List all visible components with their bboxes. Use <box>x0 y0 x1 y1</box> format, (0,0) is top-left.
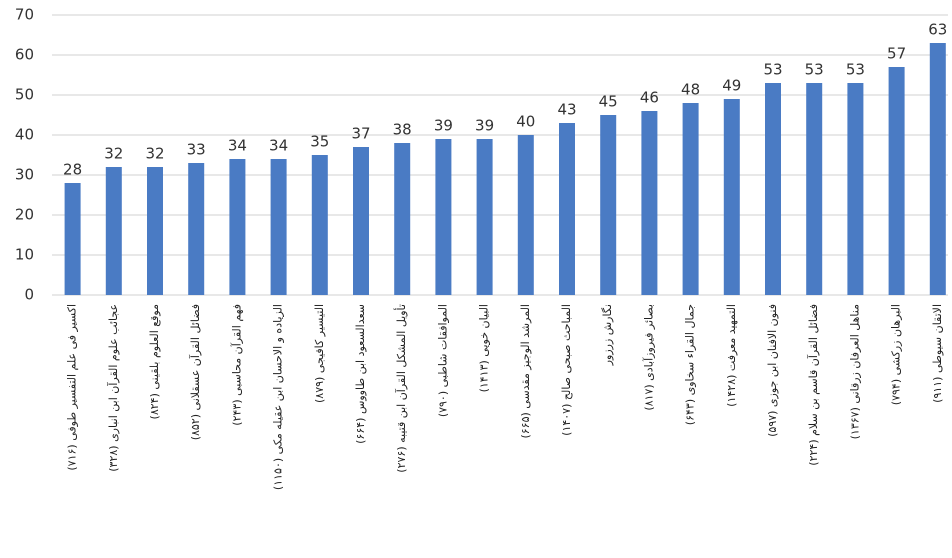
y-tick-label: 60 <box>15 46 34 64</box>
data-label: 48 <box>681 81 700 99</box>
x-tick-label: البرهان زرکشی (۷۹۴) <box>890 304 903 405</box>
x-tick-label: فهم القرآن محاسبی (۲۴۳) <box>229 304 243 426</box>
data-label: 53 <box>805 61 824 79</box>
bar <box>847 83 864 295</box>
data-label: 33 <box>187 141 206 159</box>
x-tick-label: البیان خویی (۱۴۱۳) <box>478 304 491 392</box>
bar <box>806 83 823 295</box>
x-tick-label: جمال القراء سخاوی (۶۴۳) <box>684 304 697 425</box>
bar <box>600 115 617 295</box>
bar <box>353 147 369 295</box>
x-tick-label: المباحث صبحی صالح (۱۴۰۷) <box>560 304 573 436</box>
data-label: 38 <box>393 121 412 139</box>
x-tick-label: فضائل القرآن عسقلانی (۸۵۲) <box>188 304 202 440</box>
bar <box>723 99 740 295</box>
x-tick-label: اکسیر فی علم التفسیر طوفی (۷۱۶) <box>66 304 79 471</box>
x-tick-label: مناهل العرفان زرقانی (۱۳۶۷) <box>848 304 861 439</box>
bar <box>147 167 163 295</box>
data-label: 37 <box>351 125 370 143</box>
bar <box>105 167 122 295</box>
data-label: 49 <box>722 77 741 95</box>
data-label: 35 <box>310 133 329 151</box>
y-tick-label: 30 <box>15 166 34 184</box>
data-label: 32 <box>104 145 123 163</box>
data-label: 28 <box>63 161 82 179</box>
y-tick-label: 20 <box>15 206 34 224</box>
bar <box>929 43 946 295</box>
x-tick-label: موقع العلوم بلقینی (۸۲۴) <box>148 304 161 420</box>
data-label: 43 <box>557 101 576 119</box>
bar <box>64 183 81 295</box>
x-tick-label: فنون الافنان ابن جوزی (۵۹۷) <box>766 304 779 437</box>
data-label: 45 <box>599 93 618 111</box>
data-label: 34 <box>228 137 247 155</box>
y-tick-label: 70 <box>15 6 34 24</box>
x-tick-label: فضائل القرآن قاسم بن سلام (۲۲۴) <box>806 304 820 466</box>
x-tick-label: الزیاده و الاحسان ابن عقیله مکی (۱۱۵۰) <box>272 304 285 490</box>
y-tick-label: 40 <box>15 126 34 144</box>
bar <box>229 159 246 295</box>
x-tick-label: التمهید معرفت (۱۴۲۸) <box>725 304 738 407</box>
bar <box>517 135 534 295</box>
x-tick-label: التیسیر کافیجی (۸۷۹) <box>313 304 326 403</box>
x-tick-label: تأویل المشکل القرآن ابن قتیبه (۲۷۶) <box>393 304 408 473</box>
bar <box>682 103 699 295</box>
data-label: 57 <box>887 45 906 63</box>
bar <box>559 123 575 295</box>
bar <box>888 67 905 295</box>
y-tick-label: 50 <box>15 86 34 104</box>
data-label: 53 <box>763 61 782 79</box>
data-label: 39 <box>434 117 453 135</box>
bar <box>641 111 658 295</box>
x-tick-label: عجائب علوم القرآن ابن انباری (۳۲۸) <box>106 304 120 472</box>
data-label: 53 <box>846 61 865 79</box>
data-label: 46 <box>640 89 659 107</box>
y-tick-label: 0 <box>24 286 34 304</box>
x-tick-label: بصائر فیروزآبادی (۸۱۷) <box>641 304 655 411</box>
bar <box>394 143 411 295</box>
x-tick-label: الاتقان سیوطی (۹۱۱) <box>931 304 944 403</box>
bar <box>765 83 781 295</box>
bar <box>270 159 287 295</box>
data-label: 40 <box>516 113 535 131</box>
x-tick-label: الموافقات شاطبی (۷۹۰) <box>436 304 449 417</box>
bar <box>435 139 452 295</box>
bar <box>188 163 205 295</box>
data-label: 32 <box>145 145 164 163</box>
bar <box>476 139 493 295</box>
data-label: 34 <box>269 137 288 155</box>
x-tick-label: سعدالسعود ابن طاووس (۶۶۴) <box>354 304 367 444</box>
data-label: 63 <box>928 21 947 39</box>
bar <box>311 155 328 295</box>
x-tick-label: نگارش زرزور <box>601 304 614 366</box>
data-label: 39 <box>475 117 494 135</box>
y-tick-label: 10 <box>15 246 34 264</box>
x-tick-label: المرشد الوجیز مقدسی (۶۶۵) <box>519 304 532 439</box>
